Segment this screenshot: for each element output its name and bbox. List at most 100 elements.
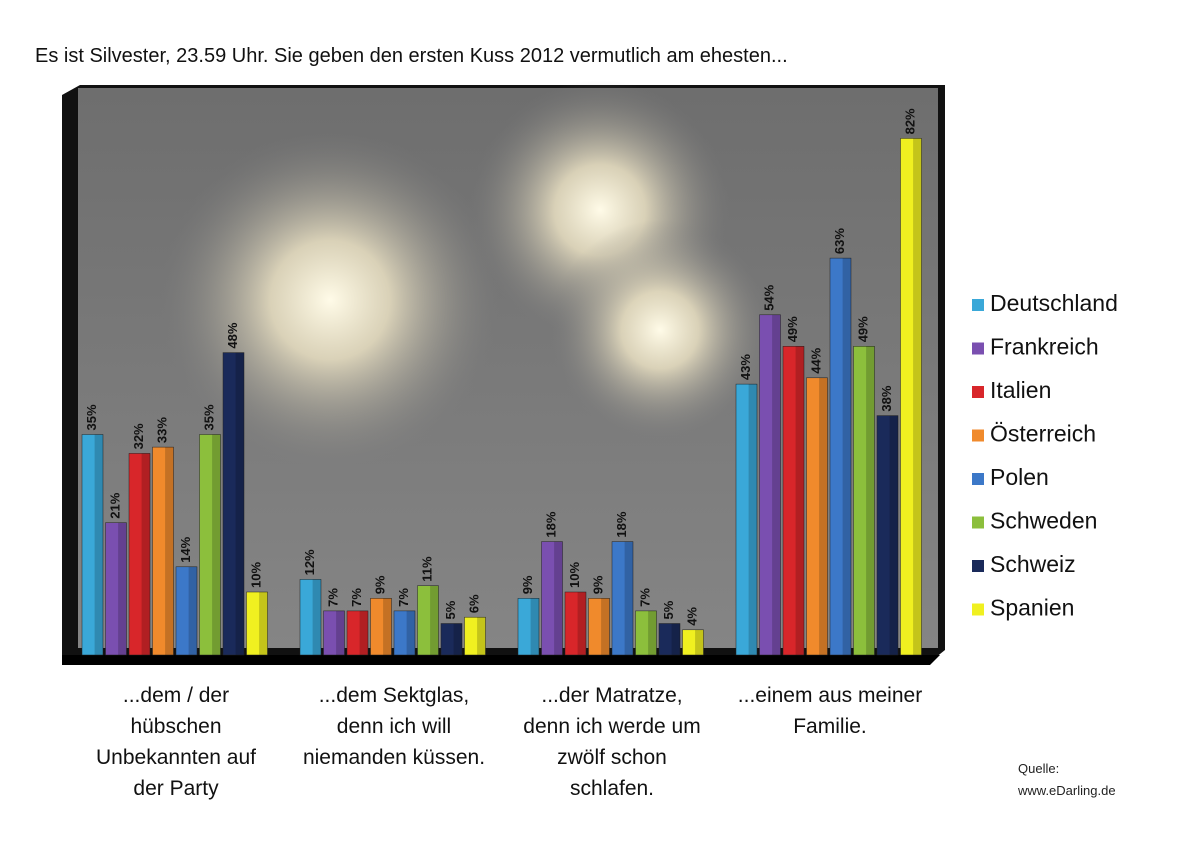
value-label: 32% <box>131 423 146 449</box>
bar-shade <box>430 585 439 655</box>
bar <box>440 623 463 656</box>
bar-shade <box>141 453 150 655</box>
bar-shade <box>624 541 633 655</box>
source-label: Quelle: <box>1018 761 1060 776</box>
bar-shade <box>772 314 781 655</box>
bar-shade <box>312 579 321 655</box>
bar-shade <box>165 447 174 655</box>
bar-shade <box>406 610 415 655</box>
bar-shade <box>819 377 828 655</box>
value-label: 7% <box>349 588 364 607</box>
plot-floor <box>62 655 940 665</box>
legend-label: Polen <box>990 464 1049 490</box>
value-label: 9% <box>372 575 387 594</box>
bar-shade <box>913 138 922 655</box>
value-label: 7% <box>396 588 411 607</box>
bar <box>782 346 805 656</box>
bar <box>806 377 828 656</box>
value-label: 7% <box>637 588 652 607</box>
bar <box>735 383 758 656</box>
bar-shade <box>530 598 539 655</box>
bar-shade <box>795 346 804 655</box>
value-label: 63% <box>832 228 847 254</box>
value-label: 35% <box>201 404 216 430</box>
value-label: 49% <box>855 316 870 342</box>
value-label: 35% <box>84 404 99 430</box>
bar <box>81 434 104 656</box>
value-label: 5% <box>443 600 458 619</box>
value-label: 11% <box>419 556 434 582</box>
bar-shade <box>477 617 486 655</box>
bar-shade <box>554 541 563 655</box>
value-label: 43% <box>738 354 753 380</box>
source: Quelle: www.eDarling.de <box>1018 758 1178 802</box>
bar <box>464 616 486 656</box>
bar-shade <box>94 434 103 655</box>
value-label: 6% <box>466 594 481 613</box>
bar <box>853 346 875 656</box>
chart-title: Es ist Silvester, 23.59 Uhr. Sie geben d… <box>35 45 788 67</box>
legend-swatch <box>972 560 984 572</box>
bar <box>564 591 587 656</box>
bar-shade <box>188 566 197 655</box>
legend-label: Schweiz <box>990 551 1076 577</box>
bar <box>829 257 852 656</box>
value-label: 82% <box>902 108 917 134</box>
value-label: 5% <box>661 600 676 619</box>
bar <box>876 415 899 656</box>
firework <box>550 220 770 440</box>
bar <box>299 579 322 656</box>
legend-swatch <box>972 386 984 398</box>
value-label: 10% <box>567 562 582 588</box>
bar-shade <box>671 623 680 655</box>
legend-swatch <box>972 603 984 616</box>
bar <box>541 541 563 656</box>
bar <box>588 598 610 656</box>
bar-shade <box>866 346 875 655</box>
legend-label: Österreich <box>990 421 1096 447</box>
bar-shade <box>748 384 757 655</box>
value-label: 49% <box>785 316 800 342</box>
value-label: 18% <box>543 511 558 537</box>
bar-shade <box>889 415 898 655</box>
bar <box>246 591 268 656</box>
bar <box>517 598 540 656</box>
value-label: 7% <box>325 588 340 607</box>
bar-shade <box>842 258 851 655</box>
legend-swatch <box>972 473 984 485</box>
bar <box>152 446 174 656</box>
value-label: 4% <box>684 607 699 626</box>
bar <box>635 610 657 656</box>
legend-swatch <box>972 342 984 355</box>
value-label: 21% <box>107 492 122 518</box>
bar-shade <box>118 522 127 655</box>
category-label: ...der Matratze, denn ich werde um zwölf… <box>523 684 701 800</box>
value-label: 10% <box>248 562 263 588</box>
value-label: 9% <box>520 575 535 594</box>
bar <box>759 314 781 656</box>
bar <box>417 585 439 656</box>
bar-shade <box>336 610 345 655</box>
category-label: ...dem / der hübschen Unbekannten auf de… <box>96 684 256 800</box>
bar <box>682 629 704 656</box>
legend-label: Italien <box>990 377 1051 403</box>
bar <box>128 453 151 656</box>
bar <box>175 566 198 656</box>
value-label: 38% <box>879 385 894 411</box>
value-label: 9% <box>590 575 605 594</box>
bar <box>393 610 416 656</box>
bar-shade <box>235 352 244 655</box>
bar-shade <box>383 598 392 655</box>
bar-shade <box>695 629 704 655</box>
bar <box>370 598 392 656</box>
value-label: 12% <box>302 549 317 575</box>
bar-shade <box>453 623 462 655</box>
firework <box>160 130 500 470</box>
bar-shade <box>359 610 368 655</box>
legend-label: Spanien <box>990 595 1074 621</box>
legend-label: Schweden <box>990 508 1097 534</box>
bar <box>323 610 345 656</box>
source-url: www.eDarling.de <box>1018 783 1116 798</box>
value-label: 18% <box>614 511 629 537</box>
